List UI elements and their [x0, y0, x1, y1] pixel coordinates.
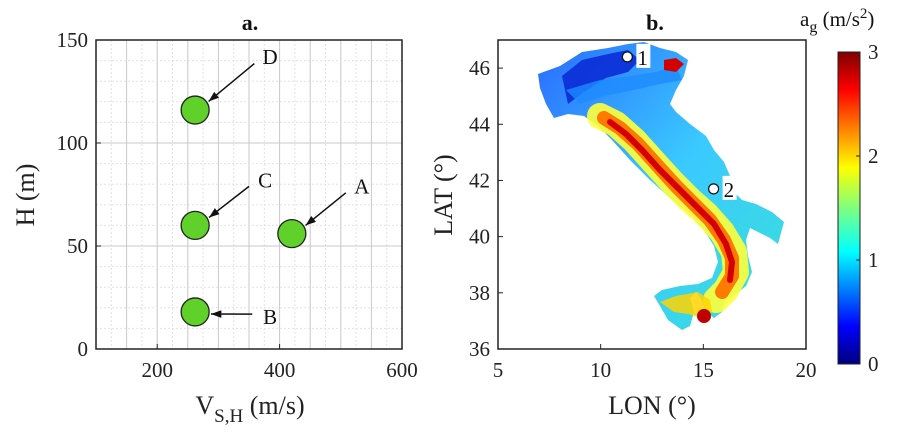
panel-a: a. 200 400 600 0 50 100 150 H (m) VS,H (m/s) A… [11, 10, 418, 427]
apennine-peak-band [607, 119, 735, 283]
data-point-marker [180, 95, 210, 125]
colorbar-tick-label: 2 [868, 144, 879, 168]
friuli-peak [664, 58, 684, 72]
y-tick-label: 40 [469, 225, 490, 249]
panel-a-xlabel: VS,H (m/s) [195, 391, 304, 427]
y-tick-label: 100 [57, 131, 89, 155]
panel-b-sites: 12 [621, 43, 737, 202]
panel-a-grid [96, 40, 402, 349]
y-tick-label: 150 [57, 28, 89, 52]
y-tick-label: 42 [469, 168, 490, 192]
colorbar [837, 51, 861, 365]
y-tick-label: 46 [469, 56, 490, 80]
data-point-marker [277, 218, 307, 249]
panel-a-points: A B C D [180, 45, 370, 329]
y-tick-label: 44 [469, 112, 491, 136]
y-tick-label: 36 [469, 337, 490, 361]
site-label-background [722, 175, 737, 200]
panel-b-xlabel: LON (°) [608, 391, 696, 420]
x-tick-label: 200 [141, 358, 173, 382]
y-tick-label: 38 [469, 281, 490, 305]
panel-a-frame [95, 39, 403, 350]
panel-a-ylabel: H (m) [11, 164, 40, 227]
colorbar-label: ag (m/s2) [800, 6, 874, 36]
point-d: D [180, 45, 278, 125]
point-b: B [180, 297, 277, 329]
x-tick-label: 400 [264, 358, 296, 382]
annotation-arrow-head [305, 215, 316, 226]
site-marker [707, 183, 720, 195]
colorbar-tick-label: 0 [868, 352, 879, 376]
point-a: A [277, 175, 370, 249]
po-valley-zone [566, 66, 682, 104]
panel-b-frame [497, 39, 807, 350]
site-1: 1 [621, 43, 651, 70]
site-label-background [636, 43, 651, 68]
sicily-peak [697, 309, 711, 323]
y-tick-label: 50 [67, 234, 88, 258]
data-point-marker [180, 297, 210, 327]
site-marker [621, 51, 633, 63]
site-label: 2 [724, 178, 735, 202]
x-tick-label: 600 [386, 358, 418, 382]
point-label: D [263, 45, 278, 69]
colorbar-tick-label: 1 [868, 248, 879, 272]
panel-b-ylabel: LAT (°) [429, 154, 458, 235]
x-tick-label: 20 [796, 358, 817, 382]
x-tick-label: 10 [590, 358, 611, 382]
panel-b-ticks: 5 10 15 20 36 38 40 42 44 46 [469, 56, 817, 382]
data-point-marker [180, 210, 210, 241]
y-tick-label: 0 [78, 337, 89, 361]
x-tick-label: 15 [693, 358, 714, 382]
panel-a-ticks: 200 400 600 0 50 100 150 [57, 28, 418, 382]
panel-a-title: a. [242, 10, 259, 35]
x-tick-label: 5 [493, 358, 504, 382]
point-c: C [180, 168, 272, 241]
annotation-arrow-head [208, 91, 219, 102]
panel-b-title: b. [646, 10, 664, 35]
site-label: 1 [637, 46, 648, 70]
point-label: B [263, 305, 277, 329]
colorbar-tick-label: 3 [868, 40, 879, 64]
site-2: 2 [707, 175, 737, 202]
point-label: A [354, 175, 370, 199]
italy-hazard-map [538, 42, 784, 330]
point-label: C [258, 168, 272, 192]
annotation-arrow-head [209, 208, 220, 218]
colorbar-ticks: 0 1 2 3 [856, 40, 879, 376]
annotation-arrow-head [211, 310, 222, 318]
